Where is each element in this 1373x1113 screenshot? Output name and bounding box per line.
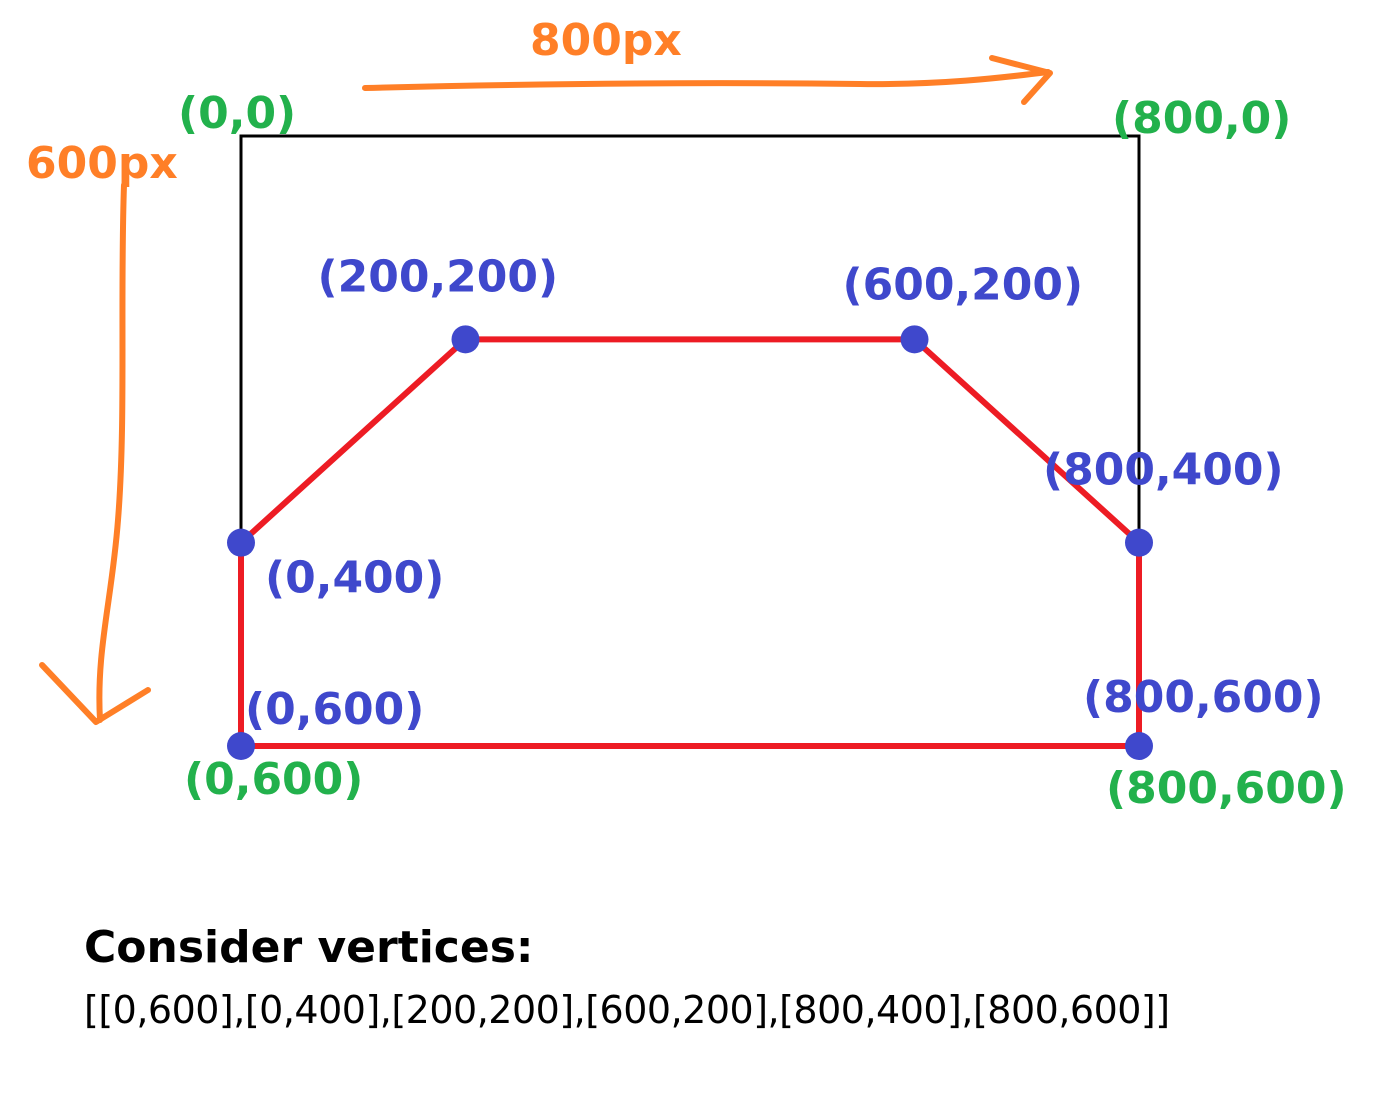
caption-title: Consider vertices:: [84, 922, 534, 973]
corner-label-bottom-left: (0,600): [184, 754, 363, 805]
height-arrow: [96, 182, 127, 723]
vertex-label-3: (600,200): [843, 259, 1084, 310]
height-arrow-head: [39, 662, 151, 725]
vertex-dot-5: [1125, 732, 1153, 760]
vertex-dot-2: [451, 325, 480, 354]
vertex-dot-0: [227, 732, 255, 760]
width-arrow: [362, 69, 1051, 91]
vertex-label-4: (800,400): [1043, 445, 1284, 496]
corner-label-top-left: (0,0): [178, 88, 296, 139]
vertex-dot-1: [227, 528, 255, 557]
corner-label-top-right: (800,0): [1112, 93, 1291, 144]
vertices-list: [[0,600],[0,400],[200,200],[600,200],[80…: [84, 988, 1170, 1032]
height-label: 600px: [26, 138, 178, 189]
vertex-dot-4: [1125, 528, 1153, 557]
polygon-layer: (0,600) (0,400) (200,200) (600,200) (800,400…: [227, 251, 1324, 760]
width-label: 800px: [530, 15, 682, 66]
canvas-border: [239, 134, 1141, 748]
vertex-label-0: (0,600): [245, 684, 424, 735]
vertex-dot-3: [900, 325, 929, 354]
vertex-label-1: (0,400): [265, 553, 444, 604]
vertex-label-2: (200,200): [318, 251, 559, 302]
width-arrow-head: [989, 55, 1053, 105]
corner-label-bottom-right: (800,600): [1106, 763, 1347, 814]
vertex-label-5: (800,600): [1083, 672, 1324, 723]
